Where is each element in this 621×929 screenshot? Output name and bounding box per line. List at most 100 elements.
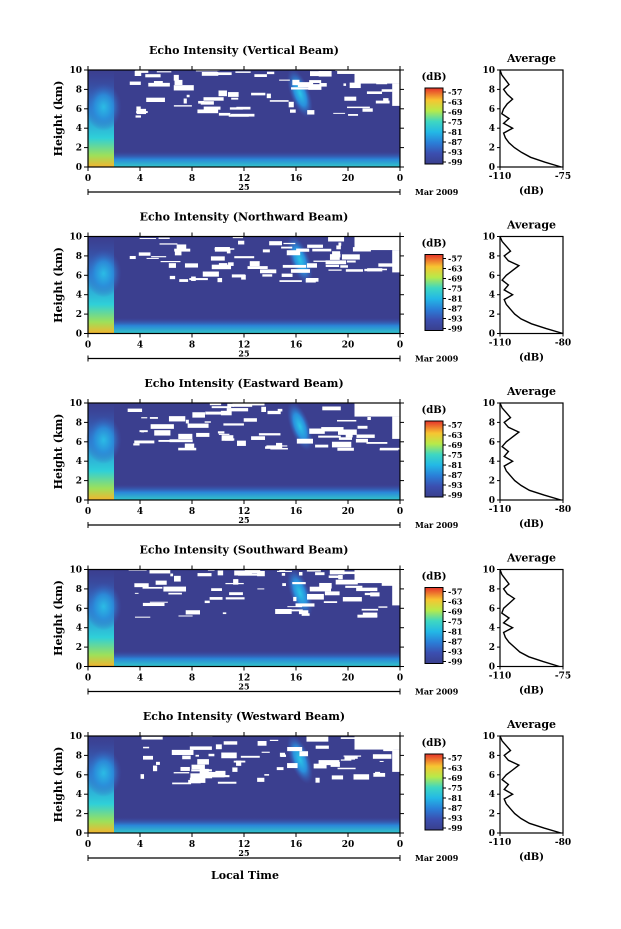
heatmap-gap xyxy=(379,760,384,762)
avg-y-tick-label: 6 xyxy=(489,771,495,781)
average-profile-line xyxy=(499,402,562,501)
heatmap-gap xyxy=(174,575,181,582)
panel-1: Echo Intensity (Northward Beam) 0 2 4 6 8 10 He… xyxy=(52,211,571,364)
heatmap-gap xyxy=(155,580,167,585)
average-profile-line xyxy=(499,69,562,168)
heatmap-gap xyxy=(392,749,400,772)
heatmap-gap xyxy=(204,421,211,423)
heatmap-gap xyxy=(143,746,150,749)
average-title: Average xyxy=(506,219,556,232)
heatmap-gap xyxy=(163,586,187,592)
colorbar-tick-label: -99 xyxy=(448,324,463,334)
x-tick-label: 20 xyxy=(342,341,355,351)
heatmap-gap xyxy=(392,250,400,273)
heatmap-gap xyxy=(188,779,201,784)
heatmap-gap xyxy=(211,588,222,591)
heatmap-gap xyxy=(332,251,341,257)
heatmap-surface-layer xyxy=(88,317,400,334)
heatmap-gap xyxy=(180,766,190,771)
heatmap-gap xyxy=(337,447,354,451)
average-xlabel: (dB) xyxy=(519,686,544,697)
panel-title: Echo Intensity (Northward Beam) xyxy=(140,211,349,224)
heatmap-gap xyxy=(338,437,353,440)
heatmap-gap xyxy=(276,570,292,572)
heatmap-gap xyxy=(260,269,277,274)
heatmap-gap xyxy=(139,238,157,240)
y-tick-label: 2 xyxy=(76,477,82,487)
heatmap-gap xyxy=(270,447,288,450)
heatmap-gap xyxy=(378,606,388,608)
heatmap-gap xyxy=(307,593,324,600)
heatmap-gap xyxy=(228,114,249,117)
date-label: Mar 2009 xyxy=(415,853,459,863)
colorbar-tick-label: -81 xyxy=(448,460,462,470)
heatmap-gap xyxy=(240,755,260,758)
heatmap-plume xyxy=(286,401,313,451)
heatmap-gap xyxy=(135,115,141,118)
avg-y-tick-label: 8 xyxy=(489,85,495,95)
heatmap-gap xyxy=(218,433,230,435)
x-tick-label: 16 xyxy=(290,674,303,684)
colorbar-tick-label: -69 xyxy=(448,107,463,117)
heatmap-gap xyxy=(275,609,292,614)
heatmap-gap xyxy=(227,403,235,407)
heatmap-gap xyxy=(134,616,151,618)
heatmap-gap xyxy=(261,406,267,413)
y-tick-label: 0 xyxy=(76,330,82,340)
heatmap-gap xyxy=(335,579,358,585)
heatmap-gap xyxy=(361,608,379,611)
x-tick-label: 0 xyxy=(85,174,91,184)
y-axis-label: Height (km) xyxy=(52,81,65,157)
heatmap-gap xyxy=(201,771,225,778)
heatmap-gap xyxy=(324,591,340,596)
avg-y-tick-label: 6 xyxy=(489,604,495,614)
heatmap-gap xyxy=(154,430,171,436)
heatmap-gap xyxy=(129,255,136,260)
heatmap-gap xyxy=(174,79,183,86)
heatmap-gap xyxy=(257,570,265,577)
y-tick-label: 8 xyxy=(76,751,82,761)
panel-3: Echo Intensity (Southward Beam) 0 2 4 6 8 10 He… xyxy=(52,544,571,697)
colorbar-tick-label: -81 xyxy=(448,127,462,137)
average-profile-line xyxy=(499,735,562,834)
heatmap-gap xyxy=(287,747,303,752)
average-title: Average xyxy=(506,52,556,65)
heatmap-gap xyxy=(170,573,174,577)
avg-x-tick-label: -110 xyxy=(489,172,512,182)
heatmap-gap xyxy=(197,109,219,114)
y-tick-label: 6 xyxy=(76,105,82,115)
heatmap-gap xyxy=(251,92,266,96)
y-tick-label: 10 xyxy=(69,66,82,76)
colorbar-tick-label: -63 xyxy=(448,264,463,274)
heatmap-gap xyxy=(343,83,347,86)
heatmap-gap xyxy=(137,70,149,73)
heatmap-gap xyxy=(178,615,193,617)
panel-4: Echo Intensity (Westward Beam) 0 2 4 6 8 10 Hei… xyxy=(52,710,571,863)
colorbar-tick-label: -99 xyxy=(448,823,463,833)
heatmap-gap xyxy=(266,71,275,75)
colorbar-tick-label: -81 xyxy=(448,294,462,304)
heatmap-gap xyxy=(234,570,252,576)
x-tick-label: 16 xyxy=(290,507,303,517)
heatmap-gap xyxy=(210,256,225,261)
heatmap-gap xyxy=(229,754,235,759)
heatmap-gap xyxy=(287,763,298,769)
heatmap-gap xyxy=(213,72,232,76)
colorbar-tick-label: -57 xyxy=(448,420,462,430)
heatmap-gap xyxy=(383,98,389,103)
heatmap-gap xyxy=(392,583,400,606)
x-tick-label: 0 xyxy=(397,674,403,684)
heatmap-gap xyxy=(146,257,159,259)
y-tick-label: 10 xyxy=(69,566,82,576)
avg-y-tick-label: 2 xyxy=(489,144,495,154)
heatmap-gap xyxy=(328,575,340,578)
heatmap-surface-layer xyxy=(88,650,400,667)
avg-y-tick-label: 6 xyxy=(489,105,495,115)
heatmap-field xyxy=(88,736,400,833)
avg-y-tick-label: 10 xyxy=(482,66,495,76)
heatmap-gap xyxy=(281,573,286,576)
avg-y-tick-label: 8 xyxy=(489,585,495,595)
x-tick-label: 20 xyxy=(342,840,355,850)
heatmap-gap xyxy=(251,436,266,440)
heatmap-gap xyxy=(337,70,359,74)
